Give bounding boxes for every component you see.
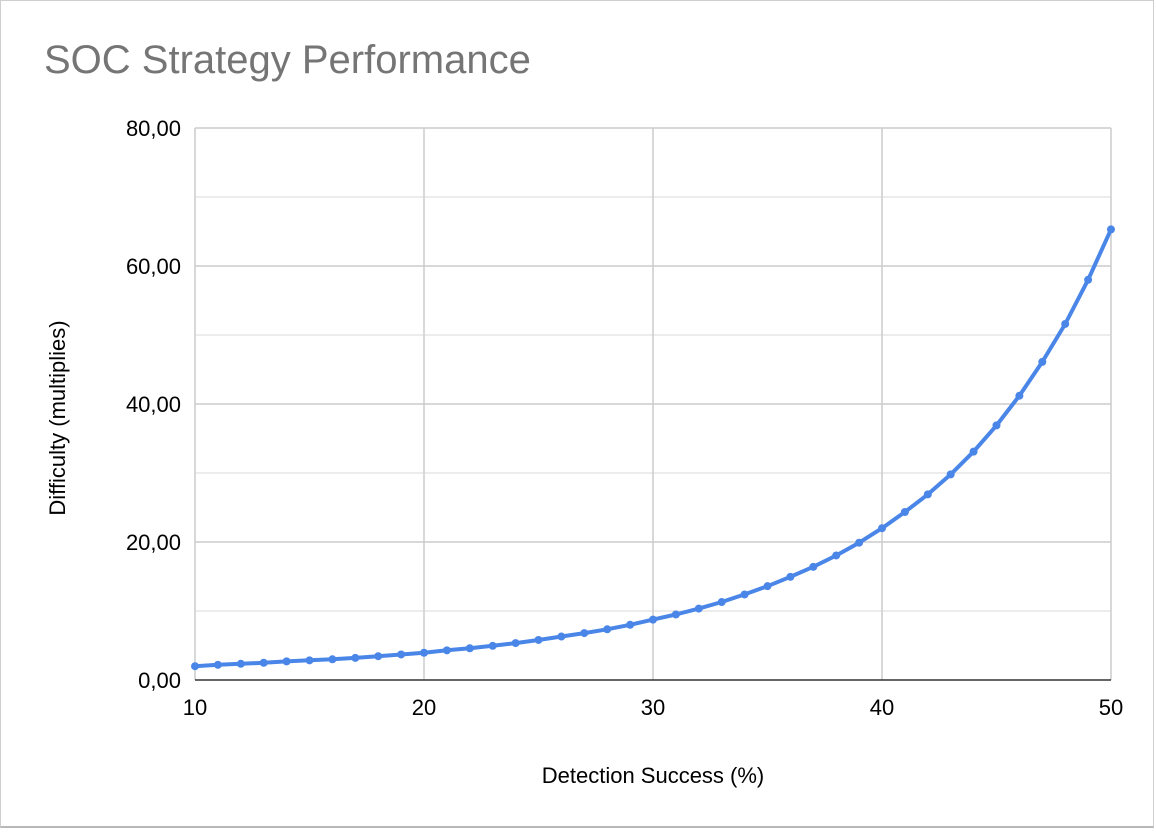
data-point — [420, 648, 428, 657]
x-tick-label: 40 — [870, 695, 894, 720]
data-point — [603, 625, 612, 634]
data-point — [534, 635, 543, 644]
data-point — [992, 421, 1001, 430]
data-point — [282, 657, 291, 666]
series-line — [191, 225, 1115, 671]
data-point — [878, 524, 886, 533]
y-tick-label: 80,00 — [126, 116, 181, 141]
data-point — [374, 652, 383, 661]
data-point — [855, 538, 864, 547]
y-tick-label: 20,00 — [126, 530, 181, 555]
data-point — [580, 629, 589, 638]
x-axis-title: Detection Success (%) — [542, 763, 765, 788]
x-tick-label: 50 — [1099, 695, 1123, 720]
data-point — [1107, 225, 1115, 234]
data-point — [259, 658, 268, 667]
y-tick-label: 60,00 — [126, 254, 181, 279]
data-point — [397, 650, 406, 659]
y-tick-label: 40,00 — [126, 392, 181, 417]
data-point — [740, 590, 749, 599]
data-point — [649, 615, 657, 624]
data-point — [832, 551, 841, 560]
data-point — [488, 641, 497, 650]
data-point — [923, 490, 932, 499]
data-point — [191, 662, 199, 671]
data-point — [511, 639, 520, 648]
data-point — [694, 604, 703, 613]
data-point — [328, 655, 337, 664]
chart-title: SOC Strategy Performance — [44, 38, 531, 82]
data-point — [351, 653, 360, 662]
data-point — [671, 610, 680, 619]
data-point — [809, 562, 818, 571]
data-point — [213, 660, 222, 669]
data-point — [1015, 391, 1024, 400]
data-point — [465, 644, 474, 653]
y-axis-title: Difficulty (multiplies) — [45, 320, 70, 515]
data-point — [786, 572, 795, 581]
tick-labels: 0,00 20,00 40,00 60,00 80,00 10 20 30 40 50 — [126, 116, 1123, 720]
data-point — [1084, 275, 1093, 284]
y-tick-label: 0,00 — [138, 668, 181, 693]
x-tick-label: 10 — [183, 695, 207, 720]
data-point — [717, 598, 726, 607]
x-tick-label: 20 — [412, 695, 436, 720]
data-point — [1038, 357, 1047, 366]
data-point — [969, 447, 978, 456]
data-point — [763, 582, 772, 591]
data-point — [1061, 319, 1070, 328]
data-point — [557, 632, 566, 641]
x-tick-label: 30 — [641, 695, 665, 720]
data-point — [442, 646, 451, 655]
data-point — [900, 507, 909, 516]
data-point — [626, 620, 635, 629]
data-point — [236, 659, 245, 668]
data-point — [946, 470, 955, 479]
grid-lines — [194, 127, 1112, 681]
data-point — [305, 656, 314, 665]
